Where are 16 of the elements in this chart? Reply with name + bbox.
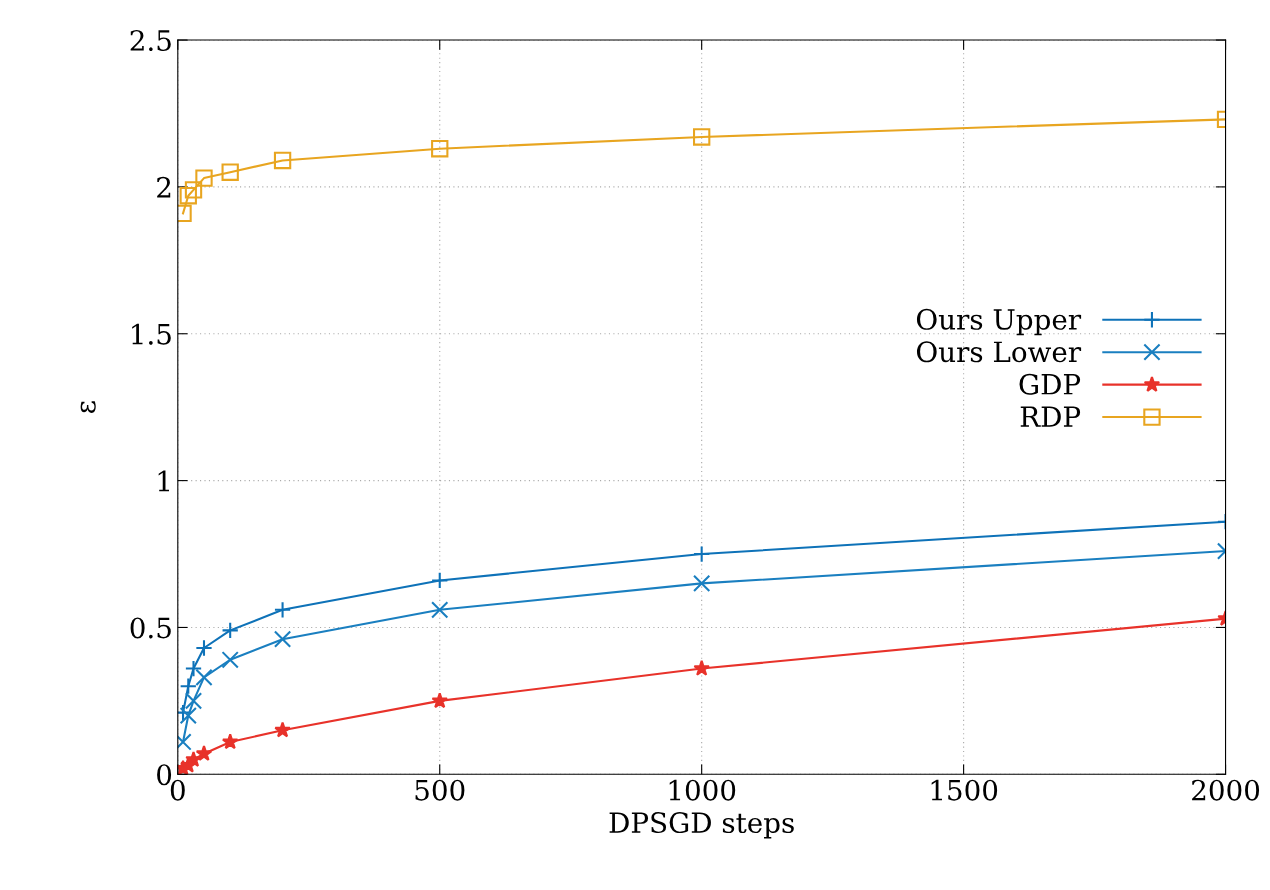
x-axis-title: DPSGD steps — [609, 812, 794, 839]
y-tick-label: 0.5 — [130, 617, 171, 639]
y-tick-label: 1.5 — [132, 323, 171, 345]
x-tick-label: 1500 — [931, 779, 998, 801]
legend-label: GDP — [1019, 373, 1081, 395]
y-tick-label: 1 — [158, 470, 169, 492]
y-tick-label: 2 — [157, 176, 171, 198]
y-axis-title: ε — [80, 401, 96, 413]
x-tick-label: 2000 — [1192, 779, 1260, 801]
legend-label: Ours Upper — [916, 308, 1082, 336]
x-tick-label: 500 — [415, 779, 465, 801]
y-tick-label: 2.5 — [130, 29, 171, 51]
y-tick-label: 0 — [157, 764, 172, 786]
x-tick-label: 1000 — [669, 779, 736, 801]
legend-label: RDP — [1020, 406, 1081, 427]
legend-label: Ours Lower — [916, 341, 1082, 363]
